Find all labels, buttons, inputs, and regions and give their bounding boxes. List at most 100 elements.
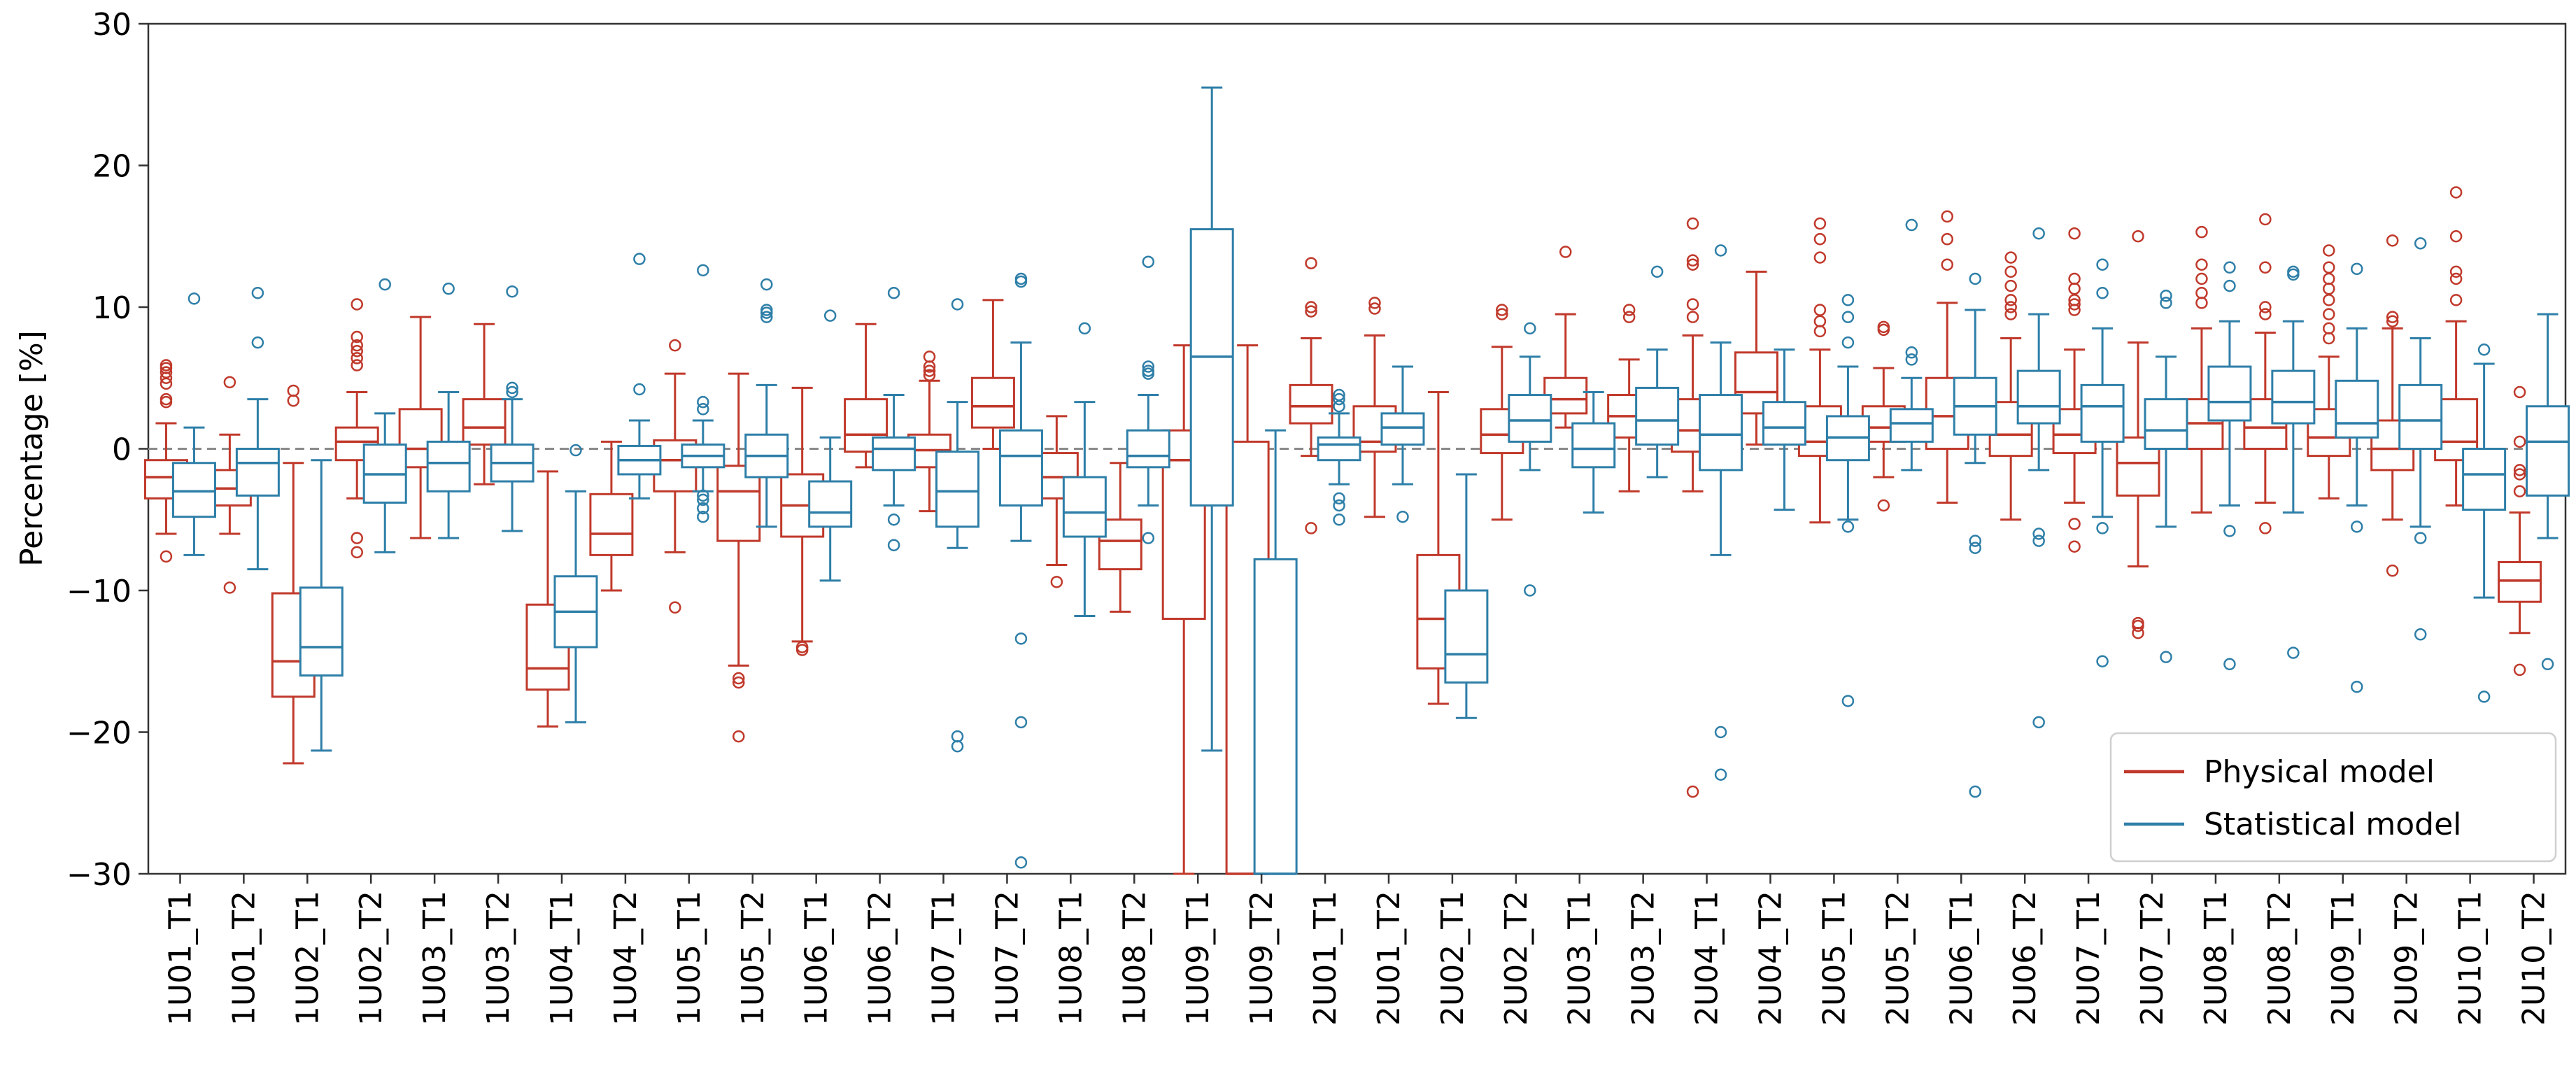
box-physical-model (2116, 230, 2160, 639)
outlier-point (697, 493, 709, 507)
box-statistical-model (1380, 365, 1425, 523)
x-tick-label: 1U06_T1 (799, 891, 835, 1026)
outlier-point (251, 336, 264, 349)
outlier-point (2195, 272, 2208, 285)
outlier-point (1841, 695, 1855, 707)
outlier-point (697, 510, 709, 523)
box-iqr (299, 586, 344, 677)
box-statistical-model (935, 298, 980, 753)
x-tick-label: 2U01_T2 (1371, 891, 1407, 1026)
outlier-point (732, 676, 745, 689)
outlier-point (1941, 258, 1953, 271)
box-statistical-model (1571, 391, 1616, 514)
box-statistical-model (299, 459, 344, 752)
outlier-point (2160, 297, 2172, 309)
x-tick-label: 2U10_T2 (2517, 891, 2552, 1026)
x-tick-label: 2U09_T1 (2326, 891, 2361, 1026)
outlier-point (160, 550, 173, 563)
y-tick-label: −30 (66, 857, 132, 893)
outlier-point (2449, 265, 2463, 278)
box-statistical-model (872, 287, 917, 551)
outlier-point (1941, 210, 1953, 223)
x-tick-label: 1U08_T2 (1117, 891, 1152, 1026)
outlier-point (760, 304, 773, 316)
outlier-point (2132, 230, 2144, 243)
outlier-point (1969, 785, 1982, 798)
outlier-point (2414, 532, 2427, 544)
outlier-point (2004, 265, 2017, 278)
outlier-point (1686, 785, 1699, 798)
legend-label-statistical-model: Statistical model (2204, 807, 2461, 842)
outlier-point (1905, 353, 1918, 366)
outlier-point (2513, 468, 2526, 481)
x-tick-label: 2U05_T1 (1816, 891, 1852, 1026)
outlier-point (1813, 217, 1827, 230)
outlier-point (351, 352, 363, 364)
box-physical-model (970, 299, 1015, 450)
outlier-point (1559, 246, 1572, 258)
outlier-point (1014, 632, 1028, 645)
outlier-point (2160, 290, 2172, 302)
x-tick-label: 1U07_T1 (926, 891, 962, 1026)
outlier-point (1305, 257, 1317, 269)
box-statistical-model (1889, 218, 1934, 472)
box-iqr (1189, 228, 1234, 507)
outlier-point (1050, 576, 1063, 588)
x-tick-label: 1U09_T1 (1180, 891, 1216, 1026)
outlier-point (2068, 227, 2081, 240)
outlier-point (160, 366, 173, 378)
box-iqr (1444, 589, 1489, 684)
outlier-point (2414, 628, 2427, 641)
outlier-point (2541, 658, 2554, 671)
x-tick-label: 2U02_T1 (1435, 891, 1471, 1026)
outlier-point (351, 330, 363, 344)
x-tick-label: 1U05_T1 (672, 891, 707, 1026)
box-iqr (589, 493, 634, 556)
box-iqr (2462, 448, 2507, 511)
outlier-point (697, 395, 709, 409)
outlier-point (1396, 510, 1409, 523)
outlier-point (1714, 244, 1727, 257)
outlier-point (760, 278, 773, 291)
outlier-point (1333, 499, 1345, 512)
outlier-point (2004, 301, 2017, 313)
box-statistical-model (1508, 322, 1552, 597)
x-tick-label: 1U07_T2 (989, 891, 1025, 1026)
outlier-point (2032, 528, 2045, 540)
box-statistical-model (1953, 272, 1997, 798)
outlier-point (2004, 308, 2017, 320)
box-statistical-model (2462, 344, 2507, 703)
box-statistical-model (2398, 237, 2443, 641)
y-tick-label: 10 (92, 290, 132, 326)
x-axis: 1U01_T1 1U01_T2 1U02_T1 1U02_T2 1U03_T1 1U03_… (162, 874, 2552, 1026)
box-iqr (2207, 365, 2252, 422)
y-axis-label: Percentage [%] (14, 330, 50, 567)
box-iqr (935, 451, 980, 528)
outlier-point (2068, 272, 2081, 285)
outlier-point (1305, 301, 1317, 313)
outlier-point (1714, 768, 1727, 781)
outlier-point (2414, 237, 2427, 250)
outlier-point (1368, 302, 1381, 315)
outlier-point (2513, 663, 2526, 677)
outlier-point (2513, 385, 2526, 399)
box-statistical-model (744, 278, 789, 528)
box-iqr (462, 398, 507, 446)
box-iqr (1571, 422, 1616, 469)
outlier-point (1686, 217, 1699, 230)
outlier-point (923, 369, 936, 381)
outlier-point (2096, 655, 2109, 667)
box-statistical-model (2016, 227, 2061, 729)
outlier-point (2351, 262, 2363, 276)
outlier-point (2259, 213, 2272, 226)
box-statistical-model (426, 282, 471, 539)
outlier-point (287, 384, 300, 397)
x-tick-label: 2U10_T1 (2453, 891, 2489, 1026)
outlier-point (2004, 279, 2017, 292)
outlier-point (2477, 344, 2491, 356)
outlier-point (1877, 499, 1890, 512)
box-statistical-model (2080, 258, 2125, 667)
outlier-point (1686, 258, 1699, 271)
box-statistical-model (1189, 86, 1234, 752)
